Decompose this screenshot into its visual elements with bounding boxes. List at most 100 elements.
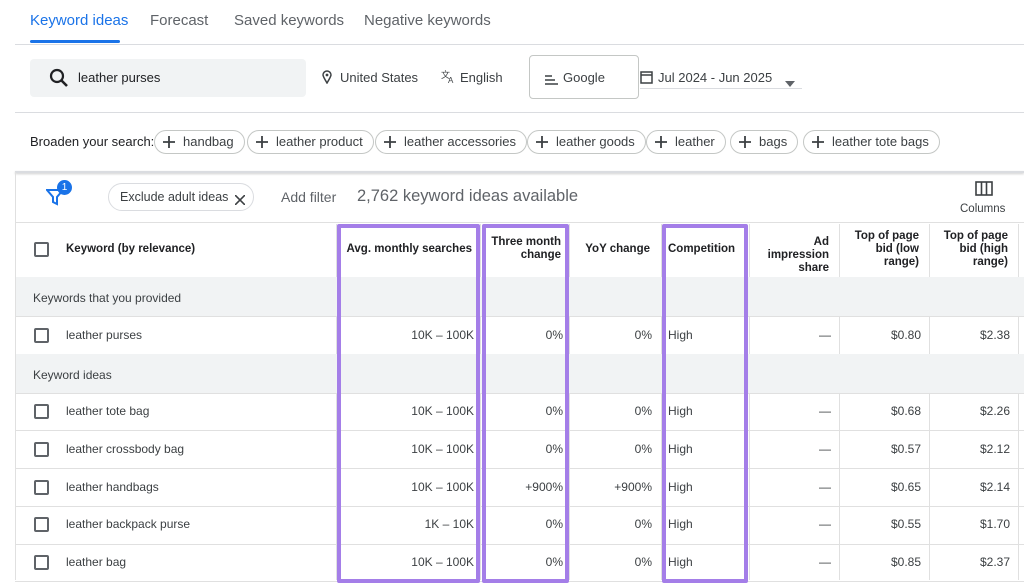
header-checkbox[interactable] (34, 242, 49, 257)
column-border (569, 224, 570, 580)
broaden-chip-text[interactable]: handbag (183, 134, 234, 149)
language[interactable]: English (460, 70, 503, 85)
tab[interactable]: Saved keywords (234, 12, 344, 29)
column-header-text[interactable]: Top of page bid (low range) (854, 229, 919, 268)
column-header[interactable]: Avg. monthly searches (339, 243, 472, 256)
row-checkbox[interactable] (34, 517, 49, 533)
columns-icon[interactable] (975, 181, 993, 201)
tab[interactable]: Keyword ideas (30, 12, 128, 29)
columns-label[interactable]: Columns (960, 203, 1005, 215)
add-filter[interactable]: Add filter (281, 189, 336, 205)
table-cell-text: $2.38 (979, 327, 1010, 342)
column-header-text[interactable]: Top of page bid (high range) (943, 229, 1008, 268)
date-range[interactable]: Jul 2024 - Jun 2025 (658, 70, 772, 85)
search-query-text[interactable]: leather purses (78, 70, 161, 85)
broaden-chip-text[interactable]: leather (675, 134, 715, 149)
table-cell-text[interactable]: leather purses (66, 327, 143, 342)
network[interactable]: Google (563, 70, 605, 85)
table-cell-text: $2.12 (979, 441, 1010, 456)
table-left-border (15, 172, 16, 580)
table-cell-text[interactable]: leather crossbody bag (66, 441, 185, 456)
table-cell: — (819, 442, 831, 456)
table-cell-text[interactable]: leather bag (66, 555, 127, 569)
network-text[interactable]: Google (563, 70, 605, 85)
dropdown-arrow[interactable] (785, 74, 795, 92)
table-cell[interactable]: leather purses (66, 328, 142, 342)
broaden-chip[interactable]: leather tote bags (803, 130, 940, 154)
table-cell: 1K – 10K (425, 517, 474, 531)
location[interactable]: United States (340, 70, 418, 85)
broaden-chip-text[interactable]: leather accessories (404, 134, 516, 149)
network-box[interactable] (529, 55, 639, 99)
row-checkbox[interactable] (34, 555, 49, 570)
close-icon[interactable] (234, 192, 246, 210)
search-box[interactable] (30, 59, 306, 97)
language-text[interactable]: English (460, 70, 503, 85)
column-header[interactable]: Top of page bid (high range) (932, 230, 1008, 269)
table-cell[interactable]: leather tote bag (66, 404, 149, 418)
column-header-text[interactable]: Avg. monthly searches (346, 242, 472, 255)
tab-text[interactable]: Forecast (150, 12, 209, 29)
exclude-chip[interactable]: Exclude adult ideas (108, 183, 254, 211)
group-label-text: Keyword ideas (33, 367, 112, 382)
keyword-count-text: 2,762 keyword ideas available (357, 187, 579, 205)
table-cell: $1.70 (980, 517, 1010, 531)
tab-text[interactable]: Negative keywords (364, 12, 491, 29)
group-row (16, 277, 1024, 316)
table-cell[interactable]: leather backpack purse (66, 517, 190, 531)
table-cell: 0% (635, 404, 652, 418)
tab-text[interactable]: Saved keywords (234, 12, 345, 29)
table-cell-text: $0.68 (890, 404, 921, 419)
broaden-chip[interactable]: leather goods (527, 130, 646, 154)
column-header[interactable]: Three month change (484, 236, 561, 262)
column-header[interactable]: Keyword (by relevance) (66, 243, 332, 256)
svg-text:A: A (448, 76, 454, 84)
table-cell-text[interactable]: leather handbags (66, 479, 159, 494)
table-cell-text: 0% (634, 327, 652, 342)
date-range-text[interactable]: Jul 2024 - Jun 2025 (658, 70, 773, 85)
broaden-chip[interactable]: handbag (154, 130, 245, 154)
table-cell-text: 0% (634, 404, 652, 419)
row-checkbox[interactable] (34, 327, 49, 343)
broaden-chip-text[interactable]: bags (759, 134, 788, 149)
broaden-chip[interactable]: leather accessories (375, 130, 527, 154)
exclude-chip-text[interactable]: Exclude adult ideas (120, 190, 229, 204)
tab-text[interactable]: Keyword ideas (30, 12, 129, 29)
row-checkbox[interactable] (34, 441, 49, 457)
column-border (929, 224, 930, 580)
broaden-chip-text[interactable]: leather product (276, 134, 363, 149)
broaden-chip[interactable]: leather product (247, 130, 374, 154)
column-header[interactable]: Competition (668, 243, 750, 256)
column-header-text[interactable]: Three month change (491, 236, 561, 261)
column-header-text[interactable]: Keyword (by relevance) (66, 242, 196, 255)
broaden-chip[interactable]: bags (730, 130, 799, 154)
columns-label-text[interactable]: Columns (960, 203, 1006, 215)
search-query[interactable]: leather purses (78, 70, 160, 85)
table-cell[interactable]: leather handbags (66, 480, 159, 494)
location-text[interactable]: United States (340, 70, 419, 85)
divider (15, 44, 1024, 45)
column-header-text[interactable]: Ad impression share (767, 236, 829, 274)
table-cell-text[interactable]: leather backpack purse (66, 517, 191, 532)
broaden-chip-text[interactable]: leather tote bags (832, 134, 929, 149)
tab[interactable]: Forecast (150, 12, 208, 29)
table-cell-text[interactable]: leather tote bag (66, 404, 150, 419)
broaden-chip-text[interactable]: leather goods (556, 134, 635, 149)
broaden-chip[interactable]: leather (646, 130, 726, 154)
table-cell-text: +900% (525, 479, 563, 494)
table-cell[interactable]: leather crossbody bag (66, 442, 184, 456)
row-checkbox[interactable] (34, 404, 49, 420)
tab[interactable]: Negative keywords (364, 12, 491, 29)
row-checkbox[interactable] (34, 479, 49, 495)
table-cell: 10K – 100K (411, 442, 474, 456)
column-header[interactable]: Top of page bid (low range) (842, 230, 919, 269)
table-cell: 0% (635, 555, 652, 569)
column-header[interactable]: YoY change (572, 243, 650, 256)
column-header[interactable]: Ad impression share (752, 236, 829, 275)
table-cell[interactable]: leather bag (66, 555, 126, 569)
column-header-text[interactable]: Competition (668, 242, 736, 255)
add-filter-text[interactable]: Add filter (281, 189, 337, 205)
column-header-text[interactable]: YoY change (585, 242, 650, 255)
tab-underline (30, 40, 120, 43)
table-cell-text: 0% (545, 517, 563, 532)
